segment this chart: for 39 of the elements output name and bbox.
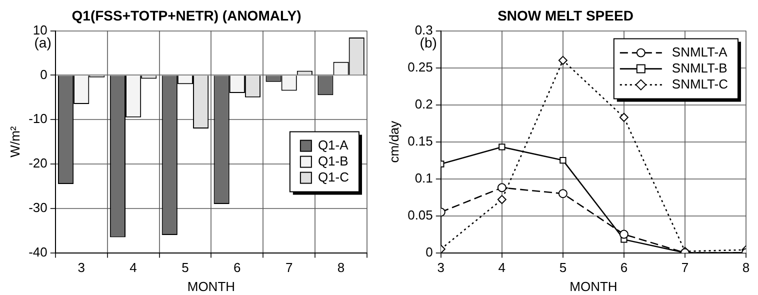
text: (b) [420,34,437,51]
x-tick-label: 5 [559,260,567,276]
legend-label: Q1-C [318,169,350,184]
x-tick-label: 8 [742,260,750,276]
legend-label: SNMLT-B [672,60,728,76]
y-tick-label: -40 [28,244,48,260]
y-tick-label: 0.05 [408,207,433,222]
x-tick-label: 6 [620,260,628,276]
y-tick-label: 0.15 [408,133,433,148]
x-tick-label: 7 [285,260,293,276]
x-tick-label: 3 [78,260,85,276]
x-tick-label: 4 [498,260,506,276]
y-tick-label: 0 [426,244,433,260]
y-axis-title: cm/day [386,120,402,163]
y-tick-label: 0 [40,66,48,82]
chart-title: SNOW MELT SPEED [498,7,634,24]
x-tick-label: 7 [681,260,689,276]
y-tick-label: -30 [28,200,48,215]
legend-label: Q1-B [318,153,348,168]
y-tick-label: -20 [28,156,48,171]
y-tick-label: -10 [28,111,48,126]
legend-label: Q1-A [318,137,349,152]
x-tick-label: 3 [437,260,445,276]
x-axis-title: MONTH [187,278,236,294]
y-tick-label: 0.3 [414,22,433,38]
y-tick-label: 0.1 [414,170,433,186]
x-axis-title: MONTH [570,278,618,294]
x-tick-label: 8 [337,260,345,276]
y-tick-label: 0.25 [408,59,433,74]
x-tick-label: 6 [234,260,241,276]
y-tick-label: 0.2 [414,96,433,112]
x-tick-label: 5 [182,260,189,276]
chart-title: Q1(FSS+TOTP+NETR) (ANOMALY) [72,7,302,24]
text: (a) [34,34,52,51]
legend-label: SNMLT-C [672,76,728,92]
legend-label: SNMLT-A [672,44,728,60]
x-tick-label: 4 [130,260,137,276]
y-tick-label: 10 [32,22,48,38]
y-axis-title: W/m² [7,126,22,158]
